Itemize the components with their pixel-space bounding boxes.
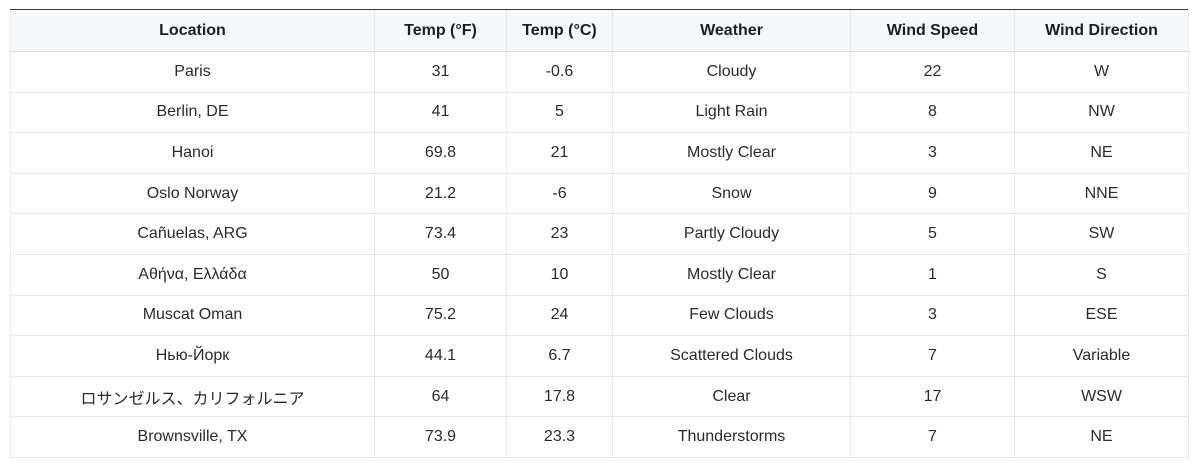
- cell-weather: Mostly Clear: [612, 132, 851, 174]
- cell-temp-c: 5: [506, 92, 613, 134]
- cell-weather: Partly Cloudy: [612, 213, 851, 255]
- cell-location: Hanoi: [10, 132, 375, 174]
- cell-temp-f: 21.2: [374, 173, 507, 215]
- cell-temp-f: 41: [374, 92, 507, 134]
- cell-location: Нью-Йорк: [10, 335, 375, 377]
- cell-wind-speed: 7: [850, 416, 1015, 458]
- cell-location: Brownsville, TX: [10, 416, 375, 458]
- table-row: Brownsville, TX 73.9 23.3 Thunderstorms 7 NE: [10, 416, 1189, 458]
- cell-temp-c: -6: [506, 173, 613, 215]
- table-row: Нью-Йорк 44.1 6.7 Scattered Clouds 7 Variable: [10, 335, 1189, 377]
- header-wind-direction: Wind Direction: [1014, 10, 1189, 52]
- cell-location: Paris: [10, 51, 375, 93]
- weather-table: Location Temp (°F) Temp (°C) Weather Win…: [10, 10, 1189, 458]
- cell-location: Cañuelas, ARG: [10, 213, 375, 255]
- table-header-row: Location Temp (°F) Temp (°C) Weather Win…: [10, 10, 1189, 52]
- cell-wind-direction: W: [1014, 51, 1189, 93]
- table-row: Cañuelas, ARG 73.4 23 Partly Cloudy 5 SW: [10, 213, 1189, 255]
- cell-wind-direction: ESE: [1014, 295, 1189, 337]
- cell-temp-f: 31: [374, 51, 507, 93]
- cell-wind-speed: 8: [850, 92, 1015, 134]
- cell-wind-speed: 3: [850, 132, 1015, 174]
- cell-weather: Cloudy: [612, 51, 851, 93]
- cell-wind-direction: NE: [1014, 132, 1189, 174]
- cell-temp-c: 17.8: [506, 376, 613, 418]
- cell-wind-speed: 17: [850, 376, 1015, 418]
- cell-wind-direction: NNE: [1014, 173, 1189, 215]
- table-row: Muscat Oman 75.2 24 Few Clouds 3 ESE: [10, 295, 1189, 337]
- cell-temp-c: 23: [506, 213, 613, 255]
- cell-temp-f: 64: [374, 376, 507, 418]
- cell-wind-direction: SW: [1014, 213, 1189, 255]
- cell-weather: Mostly Clear: [612, 254, 851, 296]
- cell-wind-speed: 9: [850, 173, 1015, 215]
- table-row: Oslo Norway 21.2 -6 Snow 9 NNE: [10, 173, 1189, 215]
- cell-temp-c: 24: [506, 295, 613, 337]
- cell-location: Muscat Oman: [10, 295, 375, 337]
- header-temp-c: Temp (°C): [506, 10, 613, 52]
- header-weather: Weather: [612, 10, 851, 52]
- cell-weather: Clear: [612, 376, 851, 418]
- table-row: Paris 31 -0.6 Cloudy 22 W: [10, 51, 1189, 93]
- cell-temp-c: -0.6: [506, 51, 613, 93]
- cell-wind-direction: NW: [1014, 92, 1189, 134]
- cell-wind-direction: S: [1014, 254, 1189, 296]
- cell-weather: Scattered Clouds: [612, 335, 851, 377]
- cell-wind-direction: WSW: [1014, 376, 1189, 418]
- table-body: Paris 31 -0.6 Cloudy 22 W Berlin, DE 41 5 Light R…: [10, 51, 1189, 458]
- header-temp-f: Temp (°F): [374, 10, 507, 52]
- cell-wind-speed: 5: [850, 213, 1015, 255]
- table-row: ロサンゼルス、カリフォルニア 64 17.8 Clear 17 WSW: [10, 376, 1189, 418]
- cell-temp-f: 44.1: [374, 335, 507, 377]
- cell-weather: Thunderstorms: [612, 416, 851, 458]
- header-wind-speed: Wind Speed: [850, 10, 1015, 52]
- cell-wind-speed: 3: [850, 295, 1015, 337]
- cell-wind-speed: 1: [850, 254, 1015, 296]
- cell-temp-f: 50: [374, 254, 507, 296]
- cell-location: Αθήνα, Ελλάδα: [10, 254, 375, 296]
- cell-temp-c: 6.7: [506, 335, 613, 377]
- cell-temp-f: 73.9: [374, 416, 507, 458]
- cell-location: Berlin, DE: [10, 92, 375, 134]
- cell-wind-speed: 22: [850, 51, 1015, 93]
- cell-temp-c: 10: [506, 254, 613, 296]
- cell-temp-f: 75.2: [374, 295, 507, 337]
- cell-wind-direction: Variable: [1014, 335, 1189, 377]
- cell-location: ロサンゼルス、カリフォルニア: [10, 376, 375, 418]
- cell-temp-c: 21: [506, 132, 613, 174]
- header-location: Location: [10, 10, 375, 52]
- cell-wind-speed: 7: [850, 335, 1015, 377]
- table-row: Berlin, DE 41 5 Light Rain 8 NW: [10, 92, 1189, 134]
- cell-location: Oslo Norway: [10, 173, 375, 215]
- table-row: Αθήνα, Ελλάδα 50 10 Mostly Clear 1 S: [10, 254, 1189, 296]
- cell-wind-direction: NE: [1014, 416, 1189, 458]
- cell-weather: Light Rain: [612, 92, 851, 134]
- cell-temp-f: 73.4: [374, 213, 507, 255]
- cell-temp-f: 69.8: [374, 132, 507, 174]
- weather-table-container: Location Temp (°F) Temp (°C) Weather Win…: [10, 9, 1189, 458]
- table-row: Hanoi 69.8 21 Mostly Clear 3 NE: [10, 132, 1189, 174]
- cell-weather: Snow: [612, 173, 851, 215]
- cell-weather: Few Clouds: [612, 295, 851, 337]
- cell-temp-c: 23.3: [506, 416, 613, 458]
